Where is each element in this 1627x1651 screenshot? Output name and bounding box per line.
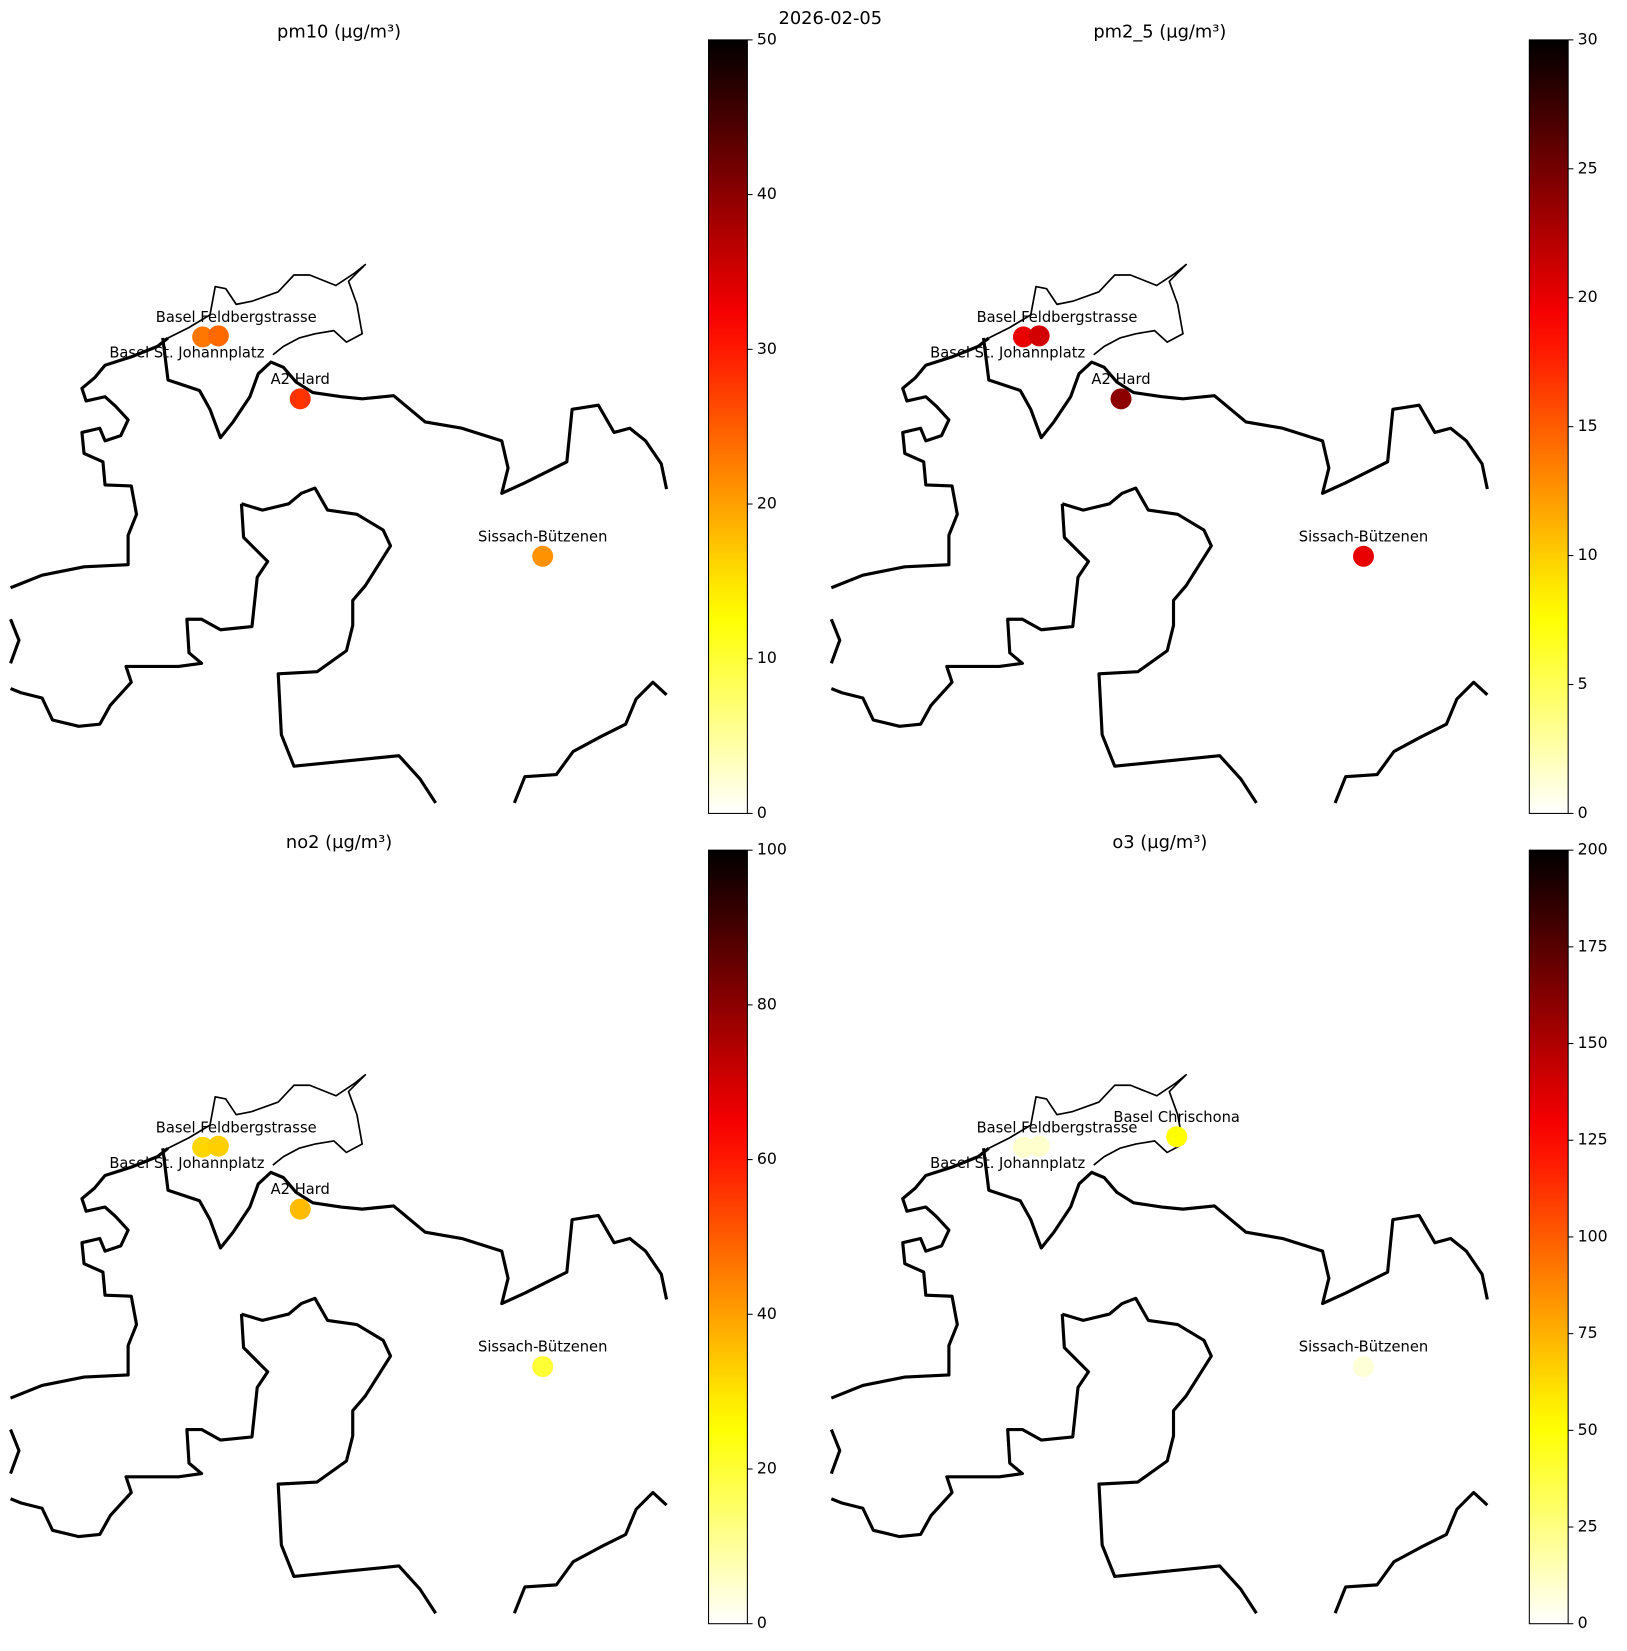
colorbar-tick-label: 20 (757, 1459, 777, 1478)
colorbar (708, 849, 748, 1625)
panel-title: no2 (µg/m³) (286, 832, 392, 853)
map-panel: no2 (µg/m³) Basel St. Johannplatz Basel Fe… (8, 832, 787, 1632)
colorbar-tick-label: 0 (757, 803, 767, 822)
station-label: Basel Feldbergstrasse (977, 309, 1138, 326)
colorbar-tick-label: 20 (757, 494, 777, 513)
station-marker (1110, 388, 1132, 410)
station-marker (532, 545, 554, 567)
colorbar-tick-label: 150 (1578, 1033, 1608, 1052)
station-marker (1028, 325, 1050, 347)
colorbar-tick-label: 200 (1578, 840, 1608, 859)
station-label: Basel St. Johannplatz (109, 345, 264, 362)
colorbar-tick-label: 30 (1578, 29, 1598, 48)
station-marker (207, 1135, 229, 1157)
station-label: Sissach-Bützenen (478, 528, 607, 545)
station-marker (1028, 1135, 1050, 1157)
station-marker (192, 326, 214, 348)
station-label: Basel St. Johannplatz (109, 1155, 264, 1172)
colorbar-tick-label: 5 (1578, 674, 1588, 693)
map-panel: pm10 (µg/m³) Basel St. Johannplatz Basel F… (8, 22, 777, 822)
colorbar-tick-label: 175 (1578, 936, 1608, 955)
station-label: A2 Hard (271, 1181, 330, 1198)
station-marker (1166, 1126, 1188, 1148)
colorbar-tick-label: 40 (757, 1304, 777, 1323)
station-marker (207, 325, 229, 347)
station-marker (289, 1198, 311, 1220)
panel-title: pm10 (µg/m³) (277, 22, 401, 43)
colorbar-tick-label: 20 (1578, 287, 1598, 306)
colorbar (1528, 39, 1569, 814)
colorbar-tick-label: 75 (1578, 1323, 1598, 1342)
colorbar (1528, 849, 1569, 1625)
colorbar-tick-label: 50 (1578, 1420, 1598, 1439)
colorbar-tick-label: 0 (1578, 803, 1588, 822)
colorbar-tick-label: 100 (1578, 1226, 1608, 1245)
station-label: Basel St. Johannplatz (930, 1155, 1085, 1172)
colorbar-tick-label: 30 (757, 339, 777, 358)
map-panel: o3 (µg/m³) Basel St. Johannplatz Basel Fel… (829, 832, 1608, 1632)
station-label: Sissach-Bützenen (1299, 1339, 1428, 1356)
station-marker (192, 1136, 214, 1158)
colorbar-tick-label: 25 (1578, 1517, 1598, 1536)
colorbar-tick-label: 80 (757, 994, 777, 1013)
station-label: A2 Hard (271, 371, 330, 388)
colorbar-tick-label: 0 (757, 1613, 767, 1632)
station-marker (1012, 1136, 1034, 1158)
station-label: A2 Hard (1091, 371, 1150, 388)
panel-title: pm2_5 (µg/m³) (1093, 22, 1226, 43)
station-marker (1012, 326, 1034, 348)
colorbar-tick-label: 40 (757, 184, 777, 203)
station-marker (289, 388, 311, 410)
map-panel: pm2_5 (µg/m³) Basel St. Johannplatz Basel … (829, 22, 1598, 822)
station-label: Basel Feldbergstrasse (977, 1119, 1138, 1136)
station-label: Sissach-Bützenen (478, 1339, 607, 1356)
colorbar (708, 39, 748, 814)
station-label: Basel Feldbergstrasse (156, 1119, 317, 1136)
station-label: Basel Feldbergstrasse (156, 309, 317, 326)
figure-title: 2026-02-05 (778, 8, 882, 29)
station-marker (1352, 1356, 1374, 1378)
colorbar-tick-label: 60 (757, 1149, 777, 1168)
station-marker (532, 1356, 554, 1378)
station-label: Basel St. Johannplatz (930, 345, 1085, 362)
station-marker (1352, 545, 1374, 567)
colorbar-tick-label: 50 (757, 29, 777, 48)
colorbar-tick-label: 125 (1578, 1130, 1608, 1149)
colorbar-tick-label: 0 (1578, 1613, 1588, 1632)
colorbar-tick-label: 100 (757, 840, 787, 859)
colorbar-tick-label: 10 (1578, 545, 1598, 564)
panel-title: o3 (µg/m³) (1112, 832, 1207, 853)
station-label: Sissach-Bützenen (1299, 528, 1428, 545)
colorbar-tick-label: 10 (757, 648, 777, 667)
colorbar-tick-label: 25 (1578, 158, 1598, 177)
colorbar-tick-label: 15 (1578, 416, 1598, 435)
station-label: Basel Chrischona (1113, 1109, 1240, 1126)
